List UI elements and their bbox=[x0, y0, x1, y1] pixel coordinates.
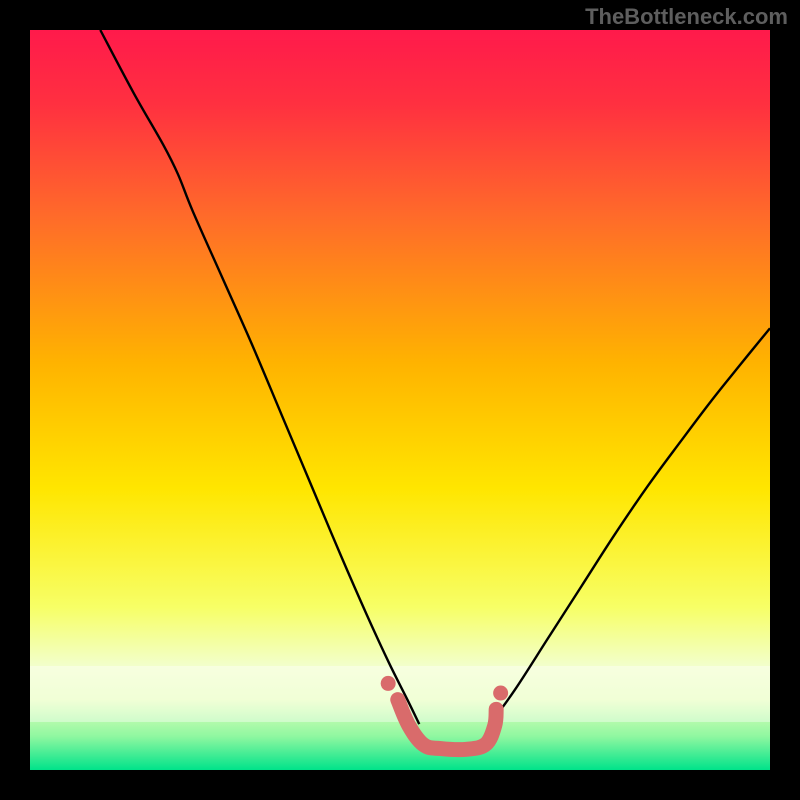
plot-area bbox=[30, 30, 770, 770]
curves-layer bbox=[30, 30, 770, 770]
pink-segment bbox=[398, 700, 496, 750]
pink-dot bbox=[493, 686, 508, 701]
curve-right bbox=[489, 328, 770, 725]
chart-container: TheBottleneck.com bbox=[0, 0, 800, 800]
watermark-text: TheBottleneck.com bbox=[585, 4, 788, 30]
pink-dot bbox=[381, 676, 396, 691]
curve-left bbox=[100, 30, 419, 724]
